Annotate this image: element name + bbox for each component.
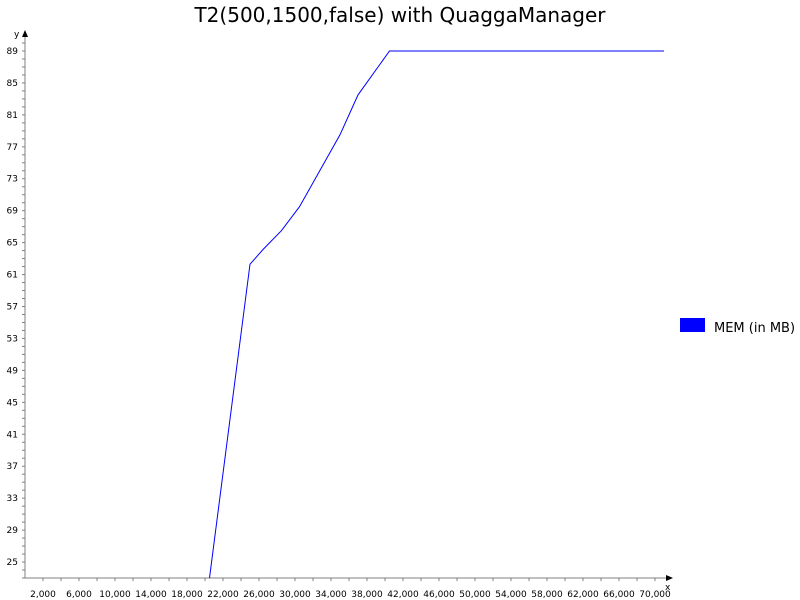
x-tick-label: 30,000: [279, 590, 311, 600]
x-tick-label: 10,000: [99, 590, 131, 600]
x-axis-label: x: [665, 583, 671, 593]
y-axis-label: y: [14, 30, 20, 40]
y-tick-label: 81: [7, 111, 18, 121]
x-tick-label: 2,000: [30, 590, 56, 600]
x-tick-label: 22,000: [207, 590, 239, 600]
y-tick-label: 53: [7, 334, 18, 344]
y-tick-label: 77: [7, 143, 18, 153]
x-tick-label: 6,000: [66, 590, 92, 600]
chart-title: T2(500,1500,false) with QuaggaManager: [193, 3, 606, 27]
x-ticks: 2,000 6,000 10,000 14,000 18,000 22,000 26,000…: [30, 578, 671, 600]
x-tick-label: 46,000: [423, 590, 455, 600]
y-tick-label: 65: [7, 239, 18, 249]
y-tick-label: 45: [7, 398, 18, 408]
x-tick-label: 58,000: [531, 590, 563, 600]
x-tick-label: 42,000: [387, 590, 419, 600]
y-tick-label: 89: [7, 47, 19, 57]
axes: y x: [14, 30, 673, 593]
x-tick-label: 14,000: [135, 590, 167, 600]
y-tick-label: 25: [7, 558, 18, 568]
x-tick-label: 34,000: [315, 590, 347, 600]
series-line-0: [209, 50, 664, 579]
x-tick-label: 66,000: [603, 590, 635, 600]
x-tick-label: 50,000: [459, 590, 491, 600]
legend-label: MEM (in MB): [714, 321, 795, 336]
y-tick-label: 57: [7, 303, 18, 313]
y-axis-arrow-icon: [22, 30, 28, 37]
x-tick-label: 26,000: [243, 590, 275, 600]
y-tick-label: 73: [7, 175, 18, 185]
y-tick-label: 37: [7, 462, 18, 472]
y-tick-label: 41: [7, 430, 18, 440]
x-axis-arrow-icon: [666, 575, 673, 581]
y-ticks: 25 29 33 37 41 45 49 53 57 61 65 69 73 77 81 85 89: [7, 42, 25, 579]
x-tick-label: 54,000: [495, 590, 527, 600]
legend: MEM (in MB): [680, 318, 795, 336]
legend-swatch: [680, 318, 705, 332]
plot-lines: [209, 50, 664, 579]
y-tick-label: 61: [7, 271, 18, 281]
y-tick-label: 29: [7, 526, 19, 536]
y-tick-label: 33: [7, 494, 18, 504]
x-tick-label: 70,000: [639, 590, 671, 600]
y-tick-label: 85: [7, 79, 18, 89]
y-tick-label: 49: [7, 366, 19, 376]
x-tick-label: 62,000: [567, 590, 599, 600]
x-tick-label: 18,000: [171, 590, 203, 600]
y-tick-label: 69: [7, 207, 19, 217]
x-tick-label: 38,000: [351, 590, 383, 600]
